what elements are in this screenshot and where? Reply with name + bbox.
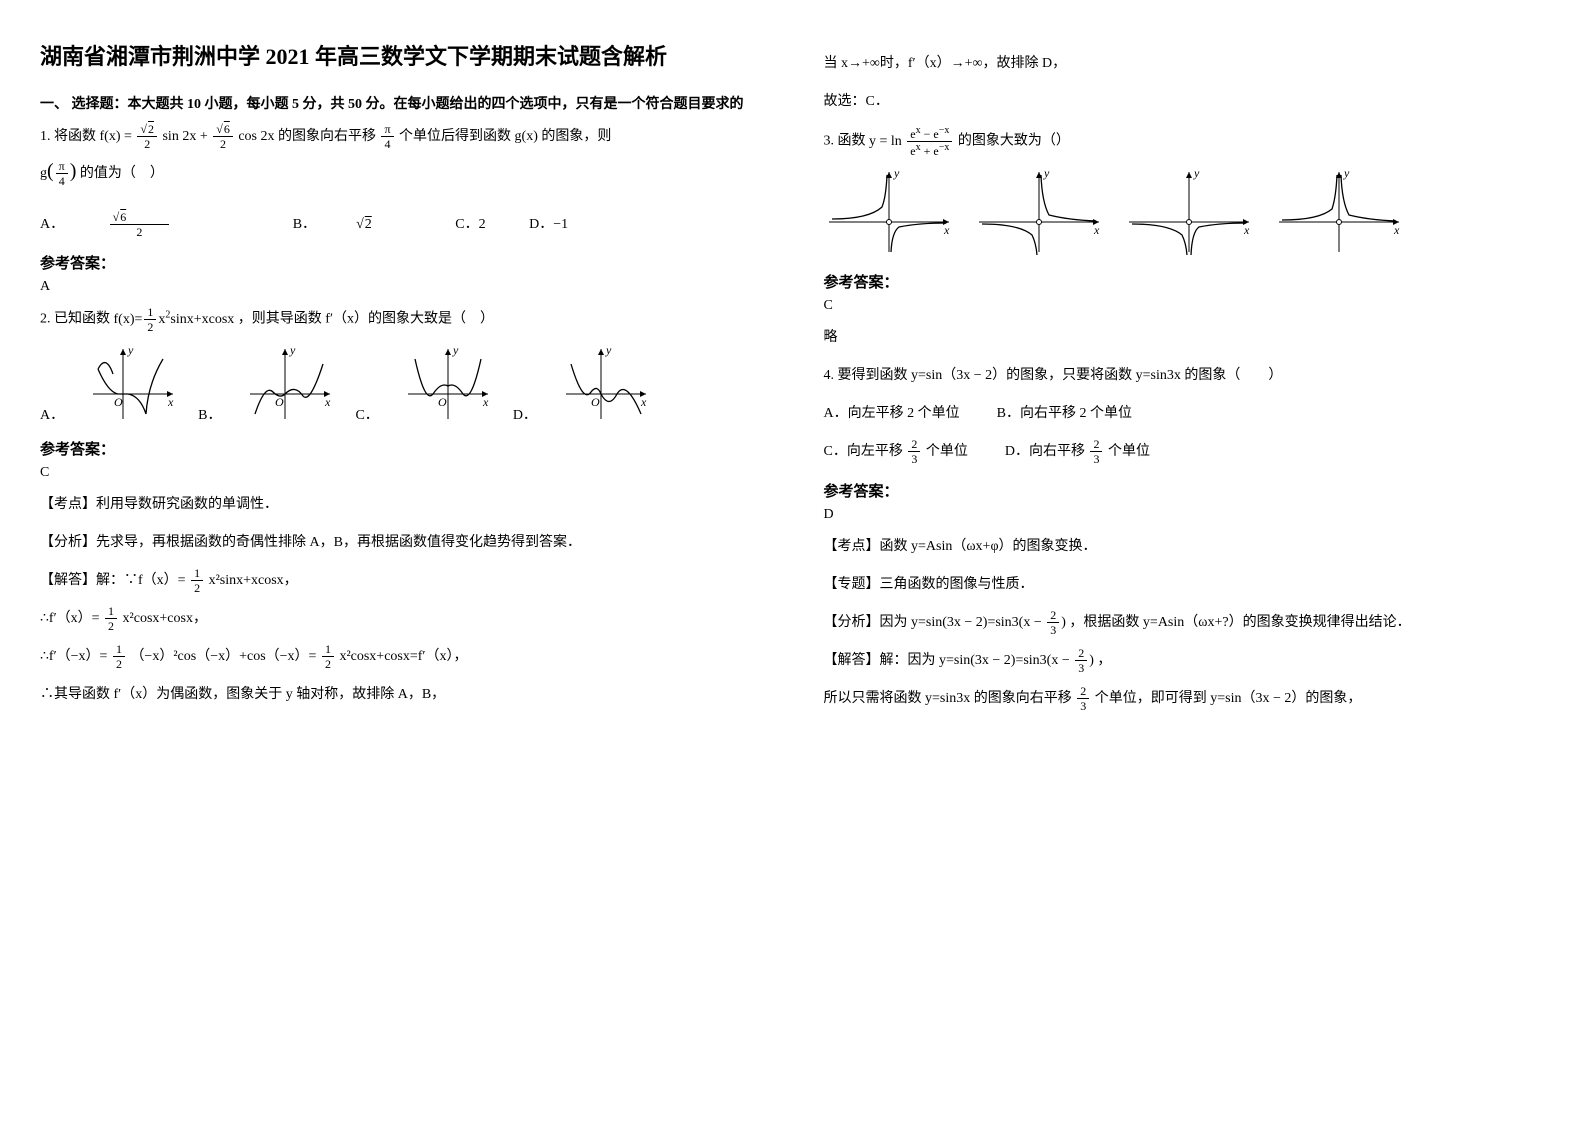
q3-tail: 的图象大致为（） (958, 134, 1070, 149)
svg-text:y: y (452, 343, 459, 357)
svg-text:x: x (167, 395, 174, 409)
q1-gpi4: g(π4) (40, 166, 80, 181)
q2-solve-3: ∴f′（−x）= 12 （−x）²cos（−x）+cos（−x）= 12 x²c… (40, 643, 764, 671)
q4-opts-cd: C．向左平移 23 个单位 D．向右平移 23 个单位 (824, 438, 1548, 466)
svg-text:x: x (324, 395, 331, 409)
section-1-heading: 一、 选择题：本大题共 10 小题，每小题 5 分，共 50 分。在每小题给出的… (40, 93, 764, 113)
q4-fenxi: 【分析】因为 y=sin(3x − 2)=sin3(x − 23) ，根据函数 … (824, 609, 1548, 637)
svg-text:y: y (893, 166, 900, 180)
question-4: 4. 要得到函数 y=sin（3x − 2）的图象，只要将函数 y=sin3x … (824, 362, 1548, 390)
q4-final: 所以只需将函数 y=sin3x 的图象向右平移 23 个单位，即可得到 y=si… (824, 685, 1548, 713)
q1-opt-b: B．√2 (293, 217, 412, 232)
q1-opt-d: D．−1 (529, 217, 568, 232)
q3-formula: y = ln ex − e−x ex + e−x (869, 134, 958, 149)
q4-answer: D (824, 507, 1548, 523)
svg-text:x: x (482, 395, 489, 409)
q1-tail: 的值为（ ） (80, 166, 164, 181)
q2-graph-c: x y O (403, 344, 493, 424)
page-title: 湖南省湘潭市荆洲中学 2021 年高三数学文下学期期末试题含解析 (40, 40, 764, 73)
svg-text:y: y (1043, 166, 1050, 180)
left-column: 湖南省湘潭市荆洲中学 2021 年高三数学文下学期期末试题含解析 一、 选择题：… (40, 40, 764, 723)
q1-mid3: 的图象，则 (541, 129, 611, 144)
q4-kaodian: 【考点】函数 y=Asin（ωx+φ）的图象变换． (824, 533, 1548, 561)
q2-graphs: A． x y O B． x y O C． x y O D． (40, 344, 764, 424)
q4-zhuanti: 【专题】三角函数的图像与性质． (824, 571, 1548, 599)
q1-answer-label: 参考答案： (40, 252, 764, 273)
q3-graph-a: xy (824, 167, 954, 257)
q4-solve-formula: y=sin(3x − 2)=sin3(x − 23) (939, 653, 1097, 668)
q2-opt-b-label: B． (198, 404, 221, 424)
q2-answer-label: 参考答案： (40, 438, 764, 459)
q2-graph-d: x y O (561, 344, 651, 424)
q3-answer: C (824, 298, 1548, 314)
q1-mid2: 个单位后得到函数 (399, 129, 511, 144)
svg-text:y: y (605, 343, 612, 357)
q1-answer: A (40, 279, 764, 295)
q2-graph-a: x y O (88, 344, 178, 424)
q3-prefix: 3. 函数 (824, 134, 866, 149)
q2-solve-4: ∴其导函数 f′（x）为偶函数，图象关于 y 轴对称，故排除 A，B， (40, 681, 764, 709)
svg-text:y: y (1193, 166, 1200, 180)
q4-opt-a: A．向左平移 2 个单位 (824, 406, 960, 421)
svg-text:x: x (1393, 223, 1400, 237)
svg-text:y: y (127, 343, 134, 357)
q2-fenxi: 【分析】先求导，再根据函数的奇偶性排除 A，B，再根据函数值得变化趋势得到答案． (40, 529, 764, 557)
q1-options: A． √62 B．√2 C．2 D．−1 (40, 211, 764, 238)
svg-text:y: y (289, 343, 296, 357)
q4-opt-c: C．向左平移 23 个单位 (824, 444, 972, 459)
col2-line1: 当 x→+∞时，f′（x）→+∞，故排除 D， (824, 50, 1548, 78)
q3-omit: 略 (824, 324, 1548, 352)
q2-solve-1: 【解答】解：∵f（x）= 12 x²sinx+xcosx， (40, 567, 764, 595)
q4-opt-d: D．向右平移 23 个单位 (1005, 444, 1150, 459)
q1-formula-f: f(x) = √22 sin 2x + √62 cos 2x (100, 129, 278, 144)
svg-text:O: O (591, 395, 600, 409)
q4-fenxi-formula: y=sin(3x − 2)=sin3(x − 23) (911, 615, 1069, 630)
question-3: 3. 函数 y = ln ex − e−x ex + e−x 的图象大致为（） (824, 126, 1548, 157)
q4-opts-ab: A．向左平移 2 个单位 B．向右平移 2 个单位 (824, 400, 1548, 428)
q2-formula: f(x)=12x2sinx+xcosx (114, 312, 238, 327)
q1-gx: g(x) (515, 129, 538, 144)
q1-prefix: 1. 将函数 (40, 129, 96, 144)
q3-graph-c: xy (1124, 167, 1254, 257)
svg-text:O: O (438, 395, 447, 409)
col2-line2: 故选：C． (824, 88, 1548, 116)
q3-answer-label: 参考答案： (824, 271, 1548, 292)
q2-graph-b: x y O (245, 344, 335, 424)
q3-graph-d: xy (1274, 167, 1404, 257)
svg-text:x: x (943, 223, 950, 237)
q1-pi4: π4 (381, 123, 393, 150)
q2-prefix: 2. 已知函数 (40, 312, 110, 327)
svg-text:O: O (114, 395, 123, 409)
q1-opt-c: C．2 (455, 217, 485, 232)
q2-answer: C (40, 465, 764, 481)
q2-opt-a-label: A． (40, 404, 64, 424)
q4-solve: 【解答】解：因为 y=sin(3x − 2)=sin3(x − 23) ， (824, 647, 1548, 675)
q2-mid: ，则其导函数 f′（x）的图象大致是（ ） (238, 312, 494, 327)
q3-graph-b: xy (974, 167, 1104, 257)
q2-opt-c-label: C． (355, 404, 378, 424)
svg-text:x: x (1243, 223, 1250, 237)
q1-mid1: 的图象向右平移 (278, 129, 376, 144)
svg-text:x: x (640, 395, 647, 409)
q2-opt-d-label: D． (513, 404, 537, 424)
q2-solve-2: ∴f′（x）= 12 x²cosx+cosx， (40, 605, 764, 633)
q4-opt-b: B．向右平移 2 个单位 (997, 406, 1132, 421)
q2-kaodian: 【考点】利用导数研究函数的单调性． (40, 491, 764, 519)
question-1: 1. 将函数 f(x) = √22 sin 2x + √62 cos 2x 的图… (40, 123, 764, 191)
q1-opt-a: A． √62 (40, 217, 253, 232)
svg-text:O: O (275, 395, 284, 409)
q4-answer-label: 参考答案： (824, 480, 1548, 501)
svg-text:y: y (1343, 166, 1350, 180)
q3-graphs: xy xy xy (824, 167, 1548, 257)
svg-text:x: x (1093, 223, 1100, 237)
question-2: 2. 已知函数 f(x)=12x2sinx+xcosx ，则其导函数 f′（x）… (40, 305, 764, 334)
right-column: 当 x→+∞时，f′（x）→+∞，故排除 D， 故选：C． 3. 函数 y = … (824, 40, 1548, 723)
